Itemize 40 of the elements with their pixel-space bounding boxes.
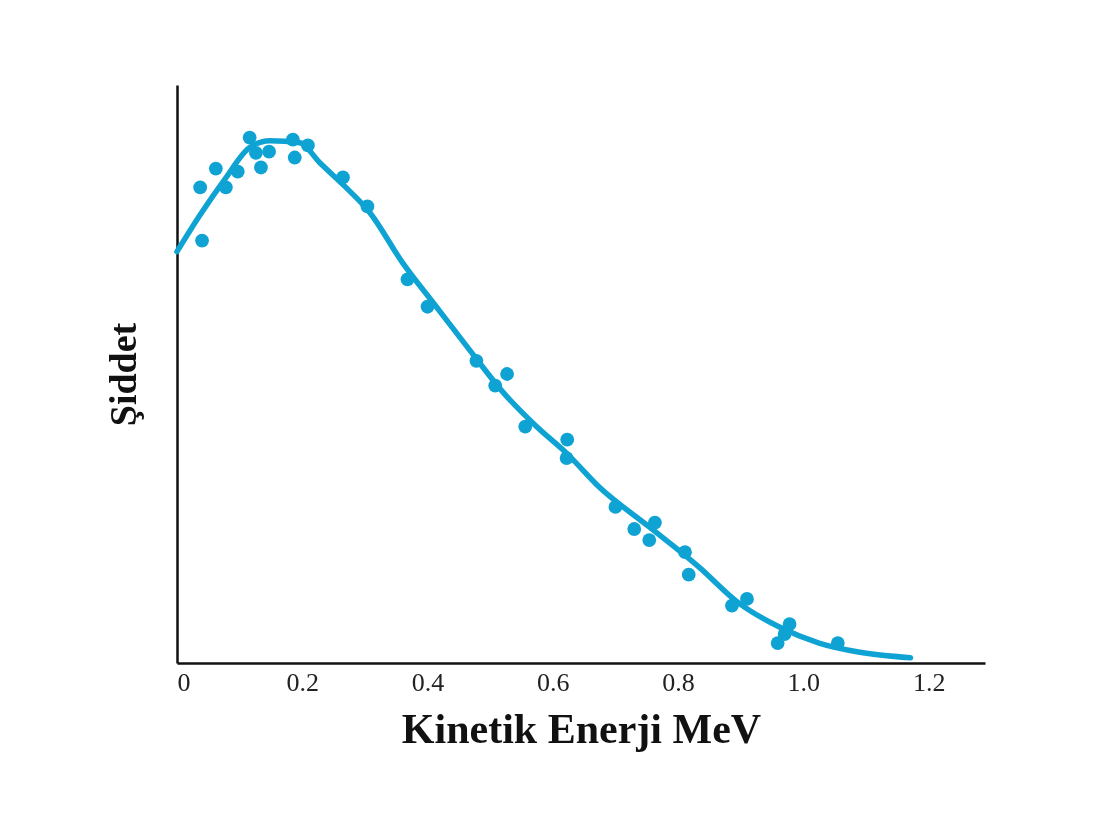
point [681,567,696,582]
point [218,180,233,195]
point [560,432,575,447]
x-tick-label: 1.0 [787,667,821,697]
point [254,160,268,175]
point [518,419,533,434]
point [642,533,657,547]
point [469,353,484,368]
x-axis-title: Kinetik Enerji MeV [401,705,762,752]
x-tick-label: 0 [177,667,191,697]
point [195,233,209,248]
point [301,138,315,153]
point [208,161,223,176]
point [420,299,435,314]
point [725,598,739,613]
point [242,130,257,145]
point [287,150,302,165]
x-tick-label: 0.6 [537,667,570,697]
point [488,378,503,393]
point [648,515,662,530]
point [336,170,350,185]
point [249,145,263,160]
x-tick-label: 0.4 [411,667,445,697]
point [740,592,754,606]
point [193,180,208,195]
point [678,545,692,560]
point [782,617,797,631]
point [608,500,623,514]
point [230,164,245,179]
point [559,451,574,465]
point [500,367,514,381]
x-tick-label: 0.8 [662,667,695,697]
point [627,522,642,536]
point [360,199,375,214]
x-tick-label: 0.2 [286,667,320,697]
y-axis-title: Şiddet [101,322,144,427]
point [285,132,300,147]
point [400,272,415,287]
point [262,144,276,159]
x-tick-label: 1.2 [912,667,946,697]
